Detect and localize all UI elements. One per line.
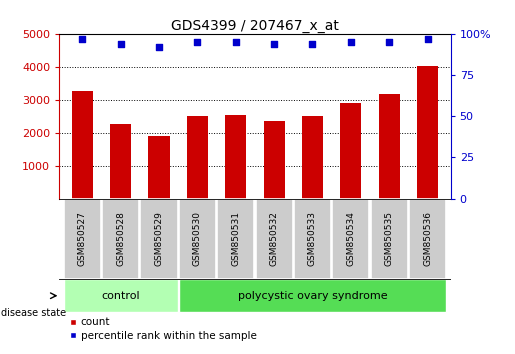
Text: GSM850527: GSM850527 xyxy=(78,211,87,266)
Text: GSM850535: GSM850535 xyxy=(385,211,394,267)
Bar xyxy=(187,116,208,199)
Bar xyxy=(225,115,246,199)
Bar xyxy=(102,199,139,279)
Bar xyxy=(264,121,285,199)
Text: polycystic ovary syndrome: polycystic ovary syndrome xyxy=(237,291,387,301)
Bar xyxy=(371,199,408,279)
Point xyxy=(385,39,393,45)
Bar xyxy=(179,199,216,279)
Point xyxy=(116,41,125,46)
Bar xyxy=(409,199,446,279)
Point xyxy=(270,41,278,46)
Bar xyxy=(417,66,438,199)
Bar xyxy=(294,199,331,279)
Text: GSM850536: GSM850536 xyxy=(423,211,432,267)
Text: control: control xyxy=(101,291,140,301)
Bar xyxy=(217,199,254,279)
Text: GSM850528: GSM850528 xyxy=(116,211,125,266)
Bar xyxy=(340,103,362,199)
Text: GSM850529: GSM850529 xyxy=(154,211,163,266)
Bar xyxy=(64,279,178,312)
Text: GSM850534: GSM850534 xyxy=(347,211,355,266)
Point xyxy=(193,39,201,45)
Bar xyxy=(141,199,178,279)
Point xyxy=(155,44,163,50)
Bar xyxy=(64,199,101,279)
Bar xyxy=(72,91,93,199)
Bar xyxy=(110,124,131,199)
Bar xyxy=(179,279,446,312)
Point xyxy=(347,39,355,45)
Bar xyxy=(148,136,169,199)
Bar xyxy=(255,199,293,279)
Text: disease state: disease state xyxy=(1,308,66,318)
Text: GSM850530: GSM850530 xyxy=(193,211,202,267)
Point xyxy=(78,36,87,41)
Legend: count, percentile rank within the sample: count, percentile rank within the sample xyxy=(68,318,256,341)
Bar xyxy=(302,116,323,199)
Text: GSM850532: GSM850532 xyxy=(270,211,279,266)
Title: GDS4399 / 207467_x_at: GDS4399 / 207467_x_at xyxy=(171,19,339,33)
Point xyxy=(423,36,432,41)
Text: GSM850533: GSM850533 xyxy=(308,211,317,267)
Bar xyxy=(379,94,400,199)
Point xyxy=(232,39,240,45)
Bar xyxy=(332,199,369,279)
Text: GSM850531: GSM850531 xyxy=(231,211,240,267)
Point xyxy=(308,41,317,46)
